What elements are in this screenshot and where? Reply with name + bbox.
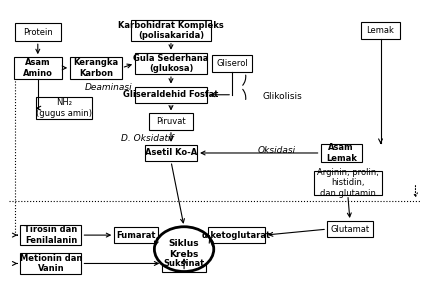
FancyBboxPatch shape bbox=[314, 171, 381, 195]
Text: Piruvat: Piruvat bbox=[156, 117, 186, 126]
FancyBboxPatch shape bbox=[20, 225, 81, 245]
Text: Glikolisis: Glikolisis bbox=[263, 92, 302, 101]
FancyBboxPatch shape bbox=[162, 255, 206, 272]
FancyBboxPatch shape bbox=[70, 57, 122, 79]
Text: Fumarat: Fumarat bbox=[117, 231, 156, 240]
FancyBboxPatch shape bbox=[20, 253, 81, 274]
Text: Tirosin dan
Fenilalanin: Tirosin dan Fenilalanin bbox=[24, 225, 78, 245]
FancyBboxPatch shape bbox=[15, 23, 61, 41]
FancyBboxPatch shape bbox=[135, 86, 207, 103]
Text: Asam
Amino: Asam Amino bbox=[23, 58, 53, 78]
Text: Gula Sederhana
(glukosa): Gula Sederhana (glukosa) bbox=[133, 54, 208, 73]
Text: Karbohidrat Kompleks
(polisakarida): Karbohidrat Kompleks (polisakarida) bbox=[118, 21, 224, 40]
FancyBboxPatch shape bbox=[212, 55, 252, 72]
FancyBboxPatch shape bbox=[14, 57, 62, 79]
FancyBboxPatch shape bbox=[145, 145, 197, 161]
FancyBboxPatch shape bbox=[321, 144, 362, 162]
FancyBboxPatch shape bbox=[327, 221, 373, 237]
FancyBboxPatch shape bbox=[208, 227, 265, 243]
FancyBboxPatch shape bbox=[114, 227, 158, 243]
Text: Suksinat: Suksinat bbox=[163, 259, 205, 268]
Text: Oksidasi: Oksidasi bbox=[258, 146, 296, 155]
Text: Protein: Protein bbox=[23, 28, 53, 37]
Text: Deaminasi: Deaminasi bbox=[85, 83, 132, 92]
Text: Asam
Lemak: Asam Lemak bbox=[326, 143, 357, 163]
Text: Gliserol: Gliserol bbox=[216, 59, 248, 68]
FancyBboxPatch shape bbox=[131, 20, 212, 41]
Text: Glutamat: Glutamat bbox=[330, 225, 370, 234]
Text: α-ketoglutarat: α-ketoglutarat bbox=[202, 231, 271, 240]
FancyBboxPatch shape bbox=[149, 113, 193, 130]
FancyBboxPatch shape bbox=[135, 53, 207, 74]
Text: NH₂
(gugus amin): NH₂ (gugus amin) bbox=[36, 98, 92, 118]
FancyBboxPatch shape bbox=[361, 22, 400, 39]
FancyBboxPatch shape bbox=[35, 98, 92, 119]
Ellipse shape bbox=[154, 227, 214, 272]
Text: Siklus
Krebs: Siklus Krebs bbox=[169, 239, 199, 259]
Text: Kerangka
Karbon: Kerangka Karbon bbox=[73, 58, 118, 78]
Text: Arginin, prolin,
histidin,
dan glutamin: Arginin, prolin, histidin, dan glutamin bbox=[317, 168, 379, 198]
Text: Lemak: Lemak bbox=[367, 26, 395, 35]
Text: D. Oksidatif: D. Oksidatif bbox=[121, 134, 173, 142]
Text: Asetil Ko-A: Asetil Ko-A bbox=[145, 148, 197, 158]
Text: Gliseraldehid Fosfat: Gliseraldehid Fosfat bbox=[123, 90, 219, 99]
Text: Metionin dan
Vanin: Metionin dan Vanin bbox=[20, 254, 82, 273]
